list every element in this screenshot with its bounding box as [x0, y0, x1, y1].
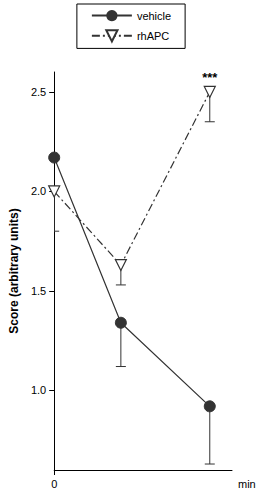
- svg-text:2.5: 2.5: [31, 86, 46, 98]
- svg-text:2.0: 2.0: [31, 185, 46, 197]
- svg-text:1.5: 1.5: [31, 285, 46, 297]
- svg-text:Score (arbitrary units): Score (arbitrary units): [7, 208, 21, 333]
- svg-text:vehicle: vehicle: [137, 10, 171, 22]
- svg-text:1.0: 1.0: [31, 384, 46, 396]
- svg-text:min: min: [238, 478, 256, 490]
- svg-text:0: 0: [51, 478, 57, 490]
- svg-text:***: ***: [202, 70, 218, 85]
- svg-text:rhAPC: rhAPC: [137, 30, 169, 42]
